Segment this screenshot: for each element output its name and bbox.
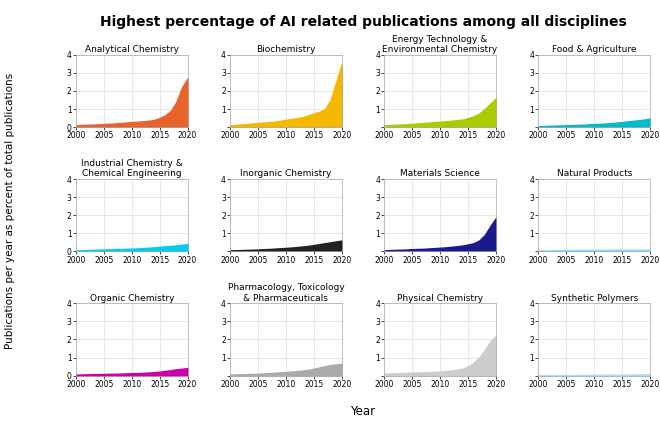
Title: Pharmacology, Toxicology
& Pharmaceuticals: Pharmacology, Toxicology & Pharmaceutica… [228, 283, 345, 303]
Text: Highest percentage of AI related publications among all disciplines: Highest percentage of AI related publica… [100, 15, 626, 29]
Title: Physical Chemistry: Physical Chemistry [397, 294, 483, 303]
Title: Natural Products: Natural Products [556, 169, 632, 179]
Title: Materials Science: Materials Science [400, 169, 480, 179]
Title: Biochemistry: Biochemistry [256, 45, 315, 54]
Title: Analytical Chemistry: Analytical Chemistry [84, 45, 179, 54]
Title: Food & Agriculture: Food & Agriculture [552, 45, 636, 54]
Title: Industrial Chemistry &
Chemical Engineering: Industrial Chemistry & Chemical Engineer… [81, 159, 183, 179]
Text: Year: Year [350, 405, 376, 418]
Title: Organic Chemistry: Organic Chemistry [90, 294, 174, 303]
Text: Publications per year as percent of total publications: Publications per year as percent of tota… [5, 73, 15, 349]
Title: Energy Technology &
Environmental Chemistry: Energy Technology & Environmental Chemis… [382, 35, 498, 54]
Title: Synthetic Polymers: Synthetic Polymers [550, 294, 638, 303]
Title: Inorganic Chemistry: Inorganic Chemistry [240, 169, 331, 179]
